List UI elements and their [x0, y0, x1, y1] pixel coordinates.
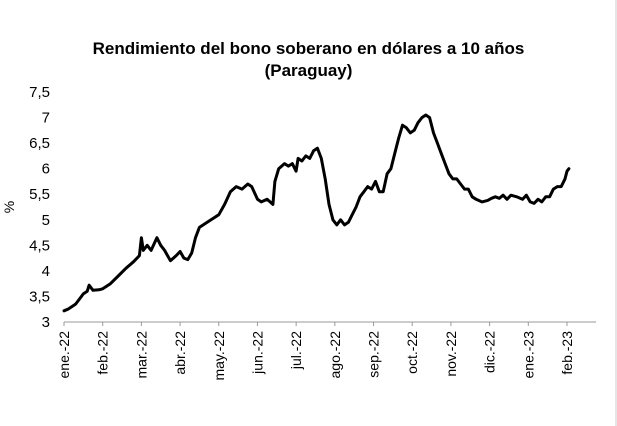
y-tick-label: 3 — [42, 314, 50, 331]
x-tick-label: nov.-22 — [443, 331, 459, 377]
y-tick-label: 7,5 — [29, 84, 50, 101]
chart-subtitle: (Paraguay) — [264, 61, 353, 80]
x-tick-label: ago.-22 — [327, 331, 343, 379]
x-tick-label: abr.-22 — [172, 331, 188, 375]
x-tick-label: jun.-22 — [249, 331, 265, 375]
y-tick-label: 6 — [42, 161, 50, 178]
x-tick-label: feb.-23 — [559, 331, 575, 375]
y-axis-ticks: 3 3,5 4 4,5 5 5,5 6 6,5 7 7,5 — [29, 84, 50, 331]
right-edge-divider — [615, 0, 617, 426]
y-tick-label: 4,5 — [29, 237, 50, 254]
x-tick-label: sep.-22 — [366, 331, 382, 378]
chart-title-block: Rendimiento del bono soberano en dólares… — [0, 38, 617, 82]
x-tick-label: dic.-22 — [482, 331, 498, 373]
y-tick-label: 5,5 — [29, 186, 50, 203]
y-tick-label: 3,5 — [29, 288, 50, 305]
x-tick-label: jul.-22 — [288, 331, 304, 370]
x-tick-label: oct.-22 — [404, 331, 420, 374]
x-tick-label: ene.-23 — [520, 331, 536, 379]
y-tick-label: 6,5 — [29, 135, 50, 152]
y-tick-label: 7 — [42, 110, 50, 127]
y-axis-label: % — [1, 201, 17, 213]
y-tick-label: 5 — [42, 212, 50, 229]
series-line — [62, 113, 571, 313]
x-tick-label: may.-22 — [211, 331, 227, 381]
x-axis-ticks: ene.-22 feb.-22 mar.-22 abr.-22 may.-22 jun.-… — [56, 322, 575, 381]
x-tick-label: mar.-22 — [133, 331, 149, 379]
chart-title: Rendimiento del bono soberano en dólares… — [92, 39, 525, 58]
y-tick-label: 4 — [42, 263, 50, 280]
x-tick-label: feb.-22 — [95, 331, 111, 375]
x-tick-label: ene.-22 — [56, 331, 72, 379]
